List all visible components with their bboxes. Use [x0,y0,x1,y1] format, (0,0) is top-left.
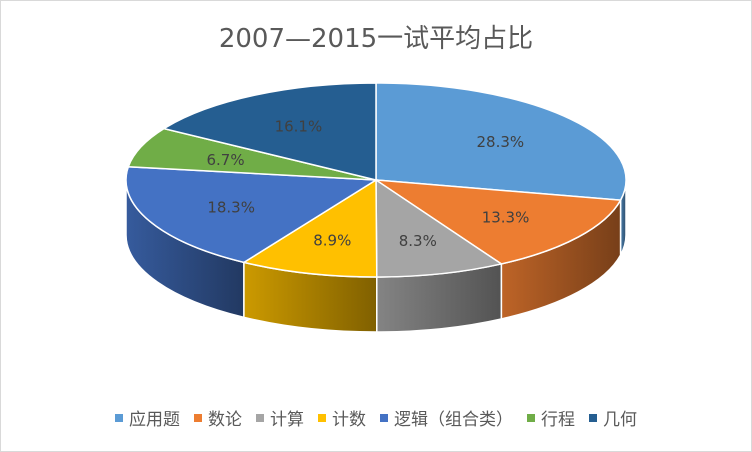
data-label-1: 13.3% [482,208,530,226]
pie-slice-6 [162,82,377,181]
data-label-2: 8.3% [399,232,437,250]
chart-title: 2007—2015一试平均占比 [218,24,534,54]
legend-label-0: 应用题 [129,410,180,430]
legend-swatch-0 [115,413,123,422]
chart-legend: 应用题 数论 计算 计数 逻辑（组合类） 行程 几何 [0,405,752,430]
legend-label-4: 逻辑（组合类） [394,410,513,430]
legend-label-3: 计数 [332,410,366,430]
pie-slice-3 [242,178,378,278]
legend-label-5: 行程 [541,410,575,430]
legend-swatch-2 [256,413,264,422]
data-label-6: 16.1% [275,118,323,136]
data-label-5: 6.7% [207,151,245,169]
legend-item-0: 应用题 [115,405,180,430]
legend-swatch-1 [194,413,202,422]
legend-item-6: 几何 [589,405,637,430]
legend-label-2: 计算 [270,410,304,430]
pie-slice-0 [375,82,627,201]
data-label-4: 18.3% [207,198,255,216]
pie-slice-2 [375,178,504,278]
legend-item-4: 逻辑（组合类） [380,405,513,430]
pie-slice-1 [373,179,622,265]
legend-item-5: 行程 [527,405,575,430]
data-label-0: 28.3% [476,133,524,151]
legend-swatch-5 [527,413,535,422]
legend-label-6: 几何 [603,410,637,430]
legend-swatch-6 [589,413,597,422]
data-label-3: 8.9% [313,232,351,250]
legend-item-2: 计算 [256,405,304,430]
legend-item-3: 计数 [318,405,366,430]
pie-chart: 28.3% 13.3% 8.3% 8.9% 18.3% 6.7% 16.1% [125,82,627,333]
legend-label-1: 数论 [208,410,242,430]
legend-item-1: 数论 [194,405,242,430]
pie-slice-4 [125,165,379,264]
legend-swatch-3 [318,413,326,422]
legend-swatch-4 [380,413,388,422]
